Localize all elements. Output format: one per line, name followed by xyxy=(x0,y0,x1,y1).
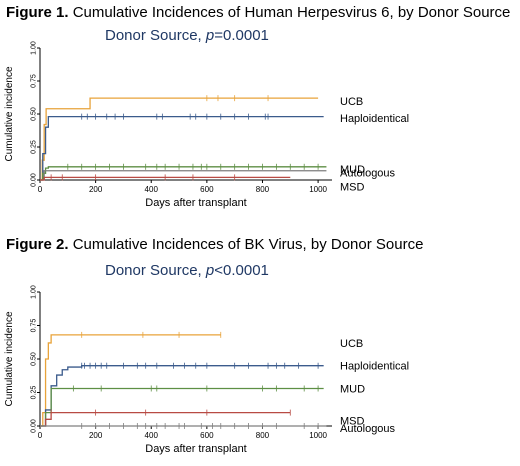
figure-1-title-text: Cumulative Incidences of Human Herpesvir… xyxy=(72,4,511,21)
figure-1-x-axis-title: Days after transplant xyxy=(145,197,247,209)
figure-1-y-tick-label: 1.00 xyxy=(31,41,38,55)
figure-2-x-tick-label: 200 xyxy=(89,431,103,440)
figure-1-p-symbol: p xyxy=(205,27,215,44)
figure-2-x-tick-label: 1000 xyxy=(309,431,327,440)
figure-2-series-label-msd: MSD xyxy=(340,416,365,428)
figure-2-series-mud xyxy=(40,387,324,427)
figure-2-x-tick-label: 600 xyxy=(200,431,214,440)
figure-1-x-tick-label: 400 xyxy=(145,185,159,194)
figure-1-series-label-ucb: UCB xyxy=(340,96,363,108)
figure-1-series-mud xyxy=(40,166,327,181)
figure-2-title: Figure 2. Cumulative Incidences of BK Vi… xyxy=(6,236,423,253)
figure-1-y-tick-label: 0.75 xyxy=(31,74,38,88)
figure-2-y-tick-label: 0.00 xyxy=(31,419,38,433)
figure-2-series-label-haploidentical: Haploidentical xyxy=(340,361,409,373)
figure-1-series-label-haploidentical: Haploidentical xyxy=(340,113,409,125)
figure-1-series-autologous xyxy=(40,170,327,181)
figure-2-y-tick-label: 1.00 xyxy=(31,285,38,299)
figure-1-x-tick-label: 200 xyxy=(89,185,103,194)
figure-2-title-text: Cumulative Incidences of BK Virus, by Do… xyxy=(72,236,424,253)
figure-1-y-axis-title: Cumulative incidence xyxy=(4,66,15,161)
figure-1-series-label-msd: MSD xyxy=(340,182,365,194)
figure-1-subtitle: Donor Source, p=0.0001 xyxy=(105,27,269,44)
figure-2-label: Figure 2. xyxy=(6,236,69,253)
figure-2-y-axis-title: Cumulative incidence xyxy=(4,311,15,406)
figure-1-x-tick-label: 0 xyxy=(38,185,43,194)
figure-1-label: Figure 1. xyxy=(6,4,69,21)
figure-2-x-tick-label: 400 xyxy=(145,431,159,440)
figure-1-title: Figure 1. Cumulative Incidences of Human… xyxy=(6,4,510,21)
figure-2-series-ucb xyxy=(40,334,221,427)
figure-2-series-label-autologous: Autologous xyxy=(340,423,396,435)
figure-2-subtitle-prefix: Donor Source, xyxy=(105,262,206,279)
figure-2-y-tick-label: 0.25 xyxy=(31,386,38,400)
figure-1-y-tick-label: 0.25 xyxy=(31,140,38,154)
figure-2-subtitle: Donor Source, p<0.0001 xyxy=(105,262,269,279)
figure-1-y-tick-label: 0.50 xyxy=(31,107,38,121)
figure-1-p-value: =0.0001 xyxy=(214,27,269,44)
figure-2-chart: 0.00 0.25 0.50 0.75 1.00 0 200 400 600 800 1000 Cum… xyxy=(4,285,409,455)
figure-2-p-value: <0.0001 xyxy=(214,262,269,279)
figure-1-series-label-autologous: Autologous xyxy=(340,167,396,179)
figure-1-x-tick-label: 1000 xyxy=(309,185,327,194)
figure-2-y-tick-label: 0.75 xyxy=(31,319,38,333)
figure-1-series-label-mud: MUD xyxy=(340,164,365,176)
figure-1-y-tick-label: 0.00 xyxy=(31,173,38,187)
figure-1-x-tick-label: 600 xyxy=(200,185,214,194)
figure-2-x-axis-title: Days after transplant xyxy=(145,443,247,455)
figure-2-x-tick-label: 800 xyxy=(256,431,270,440)
figure-2-series-label-mud: MUD xyxy=(340,383,365,395)
figure-2-series-label-ucb: UCB xyxy=(340,338,363,350)
figure-2-p-symbol: p xyxy=(205,262,215,279)
figure-2-x-tick-label: 0 xyxy=(38,431,43,440)
figure-1-chart: 0.00 0.25 0.50 0.75 1.00 0 200 400 600 800 1000 Cum… xyxy=(4,41,409,209)
figure-2-y-tick-label: 0.50 xyxy=(31,352,38,366)
figure-2-series-haploidentical xyxy=(40,365,324,427)
figure-1-series-msd xyxy=(40,176,291,181)
figure-1-subtitle-prefix: Donor Source, xyxy=(105,27,206,44)
figure-1-x-tick-label: 800 xyxy=(256,185,270,194)
